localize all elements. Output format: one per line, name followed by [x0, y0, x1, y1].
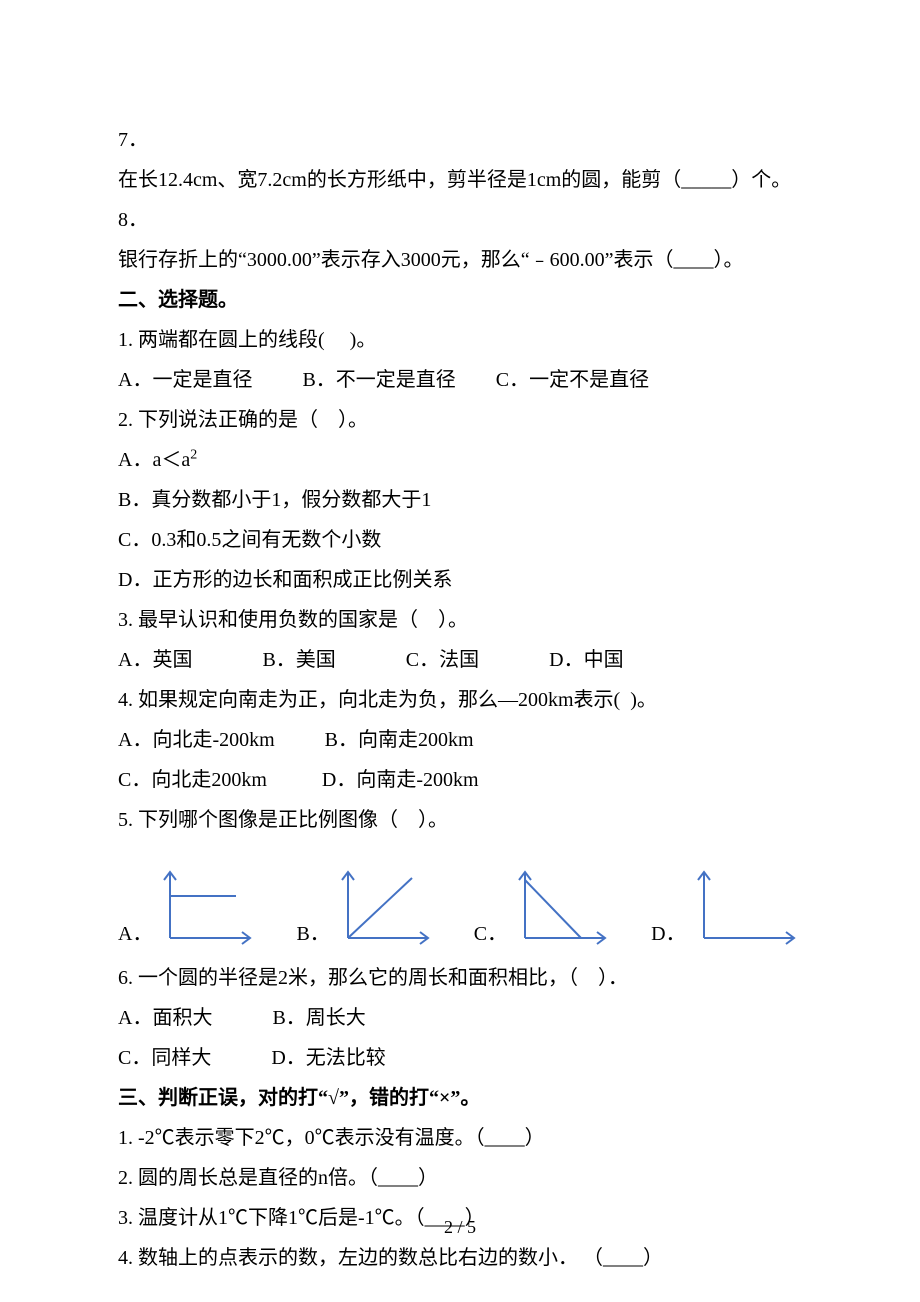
s2q5-labelD: D． [651, 917, 685, 946]
s2q2-optA-sup: 2 [190, 447, 197, 462]
s2q5-options: A． B． C． [118, 866, 802, 946]
s2q3-optA: A．英国 [118, 649, 192, 671]
s2q1-text: 1. 两端都在圆上的线段( )。 [118, 320, 802, 360]
s2q6-optA: A．面积大 [118, 1007, 212, 1029]
s2q5-graph-B [334, 866, 434, 946]
s2q6-options-row2: C．同样大 D．无法比较 [118, 1038, 802, 1078]
q7-text: 在长12.4cm、宽7.2cm的长方形纸中，剪半径是1cm的圆，能剪（_____… [118, 160, 802, 200]
s2q5-labelC: C． [474, 917, 507, 946]
s3q2: 2. 圆的周长总是直径的n倍。（____） [118, 1158, 802, 1198]
s2q5-labelB: B． [296, 917, 329, 946]
s2q2-optA: A．a＜a2 [118, 440, 802, 480]
s2q5-graph-D [690, 866, 800, 946]
s2q3-options: A．英国 B．美国 C．法国 D．中国 [118, 640, 802, 680]
s2q4-optC: C．向北走200km [118, 769, 267, 791]
s3q4: 4. 数轴上的点表示的数，左边的数总比右边的数小． （____） [118, 1238, 802, 1278]
s2q6-optD: D．无法比较 [271, 1047, 385, 1069]
section-2-heading: 二、选择题。 [118, 280, 802, 320]
s2q1-optC: C．一定不是直径 [496, 369, 649, 391]
s2q4-options-row2: C．向北走200km D．向南走-200km [118, 760, 802, 800]
s2q5-graph-C [511, 866, 611, 946]
s2q3-optD: D．中国 [549, 649, 623, 671]
s2q6-options-row1: A．面积大 B．周长大 [118, 998, 802, 1038]
section-3-heading: 三、判断正误，对的打“√”，错的打“×”。 [118, 1078, 802, 1118]
s2q2-optC: C．0.3和0.5之间有无数个小数 [118, 520, 802, 560]
s2q5-labelA: A． [118, 917, 152, 946]
s3q1: 1. -2℃表示零下2℃，0℃表示没有温度。（____） [118, 1118, 802, 1158]
s2q4-optA: A．向北走-200km [118, 729, 275, 751]
s2q2-text: 2. 下列说法正确的是（ ）。 [118, 400, 802, 440]
q8-num: 8． [118, 200, 802, 240]
page-number: 2 / 5 [0, 1217, 920, 1238]
s2q2-optD: D．正方形的边长和面积成正比例关系 [118, 560, 802, 600]
s2q2-optB: B．真分数都小于1，假分数都大于1 [118, 480, 802, 520]
s2q4-options-row1: A．向北走-200km B．向南走200km [118, 720, 802, 760]
s2q5-graph-A [156, 866, 256, 946]
s2q3-optC: C．法国 [406, 649, 479, 671]
page: 7． 在长12.4cm、宽7.2cm的长方形纸中，剪半径是1cm的圆，能剪（__… [0, 0, 920, 1302]
s2q2-optA-prefix: A．a＜a [118, 449, 190, 471]
s2q3-text: 3. 最早认识和使用负数的国家是（ ）。 [118, 600, 802, 640]
s2q1-optB: B．不一定是直径 [302, 369, 455, 391]
s2q4-optB: B．向南走200km [325, 729, 474, 751]
s2q5-text: 5. 下列哪个图像是正比例图像（ ）。 [118, 800, 802, 840]
s2q1-options: A．一定是直径 B．不一定是直径 C．一定不是直径 [118, 360, 802, 400]
s2q6-optC: C．同样大 [118, 1047, 211, 1069]
s2q6-optB: B．周长大 [272, 1007, 365, 1029]
s2q1-optA: A．一定是直径 [118, 369, 252, 391]
q8-text: 银行存折上的“3000.00”表示存入3000元，那么“﹣600.00”表示（_… [118, 240, 802, 280]
s2q4-optD: D．向南走-200km [322, 769, 479, 791]
s2q3-optB: B．美国 [262, 649, 335, 671]
s2q6-text: 6. 一个圆的半径是2米，那么它的周长和面积相比，（ ）． [118, 958, 802, 998]
q7-num: 7． [118, 120, 802, 160]
s2q4-text: 4. 如果规定向南走为正，向北走为负，那么—200km表示( )。 [118, 680, 802, 720]
